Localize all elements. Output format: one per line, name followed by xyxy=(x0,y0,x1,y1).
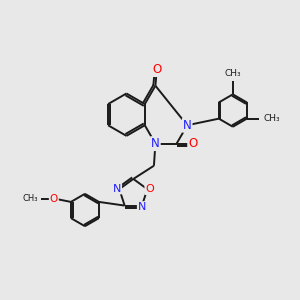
Text: O: O xyxy=(50,194,58,204)
Text: N: N xyxy=(183,119,192,132)
Text: O: O xyxy=(145,184,154,194)
Text: CH₃: CH₃ xyxy=(264,114,280,123)
Text: CH₃: CH₃ xyxy=(22,194,38,203)
Text: N: N xyxy=(113,184,121,194)
Text: O: O xyxy=(152,63,161,76)
Text: O: O xyxy=(188,137,197,150)
Text: N: N xyxy=(138,202,146,212)
Text: N: N xyxy=(151,137,160,150)
Text: CH₃: CH₃ xyxy=(224,69,241,78)
